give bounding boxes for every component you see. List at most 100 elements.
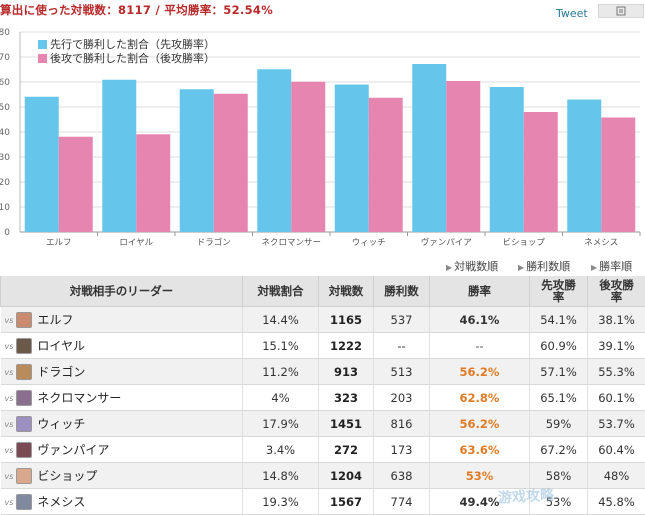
- second-rate-cell: 60.4%: [588, 437, 645, 463]
- x-tick-label: ビショップ: [502, 238, 545, 248]
- wins-cell: 774: [374, 489, 430, 515]
- sort-by-wins-link[interactable]: ▶勝利数順: [518, 258, 570, 274]
- matches-cell: 1222: [319, 333, 374, 359]
- y-tick-label: 70: [0, 53, 10, 63]
- col-header-wins[interactable]: 勝利数: [374, 276, 430, 307]
- bar-first: [180, 89, 214, 232]
- rate-cell: 56.2%: [430, 411, 530, 437]
- x-tick-label: ネクロマンサー: [261, 238, 321, 248]
- col-header-second-rate[interactable]: 後攻勝率: [588, 276, 645, 307]
- sort-by-rate-link[interactable]: ▶勝率順: [591, 258, 632, 274]
- y-tick-label: 40: [0, 128, 10, 138]
- share-button[interactable]: [598, 4, 644, 18]
- col-header-rate[interactable]: 勝率: [430, 276, 530, 307]
- wins-cell: 513: [374, 359, 430, 385]
- leader-avatar-icon: [16, 364, 32, 380]
- bar-first: [412, 64, 446, 232]
- bar-second: [524, 112, 558, 232]
- leader-name: ネクロマンサー: [37, 391, 121, 405]
- bar-chart: 01020304050607080エルフロイヤルドラゴンネクロマンサーウィッチヴ…: [0, 22, 645, 254]
- triangle-right-icon: ▶: [591, 263, 597, 272]
- y-tick-label: 80: [0, 28, 10, 38]
- sort-by-matches-link[interactable]: ▶対戦数順: [446, 258, 498, 274]
- rate-cell: 46.1%: [430, 307, 530, 333]
- share-icon: [616, 6, 626, 16]
- sort-label: 勝率順: [599, 260, 632, 273]
- col-header-leader[interactable]: 対戦相手のリーダー: [1, 276, 243, 307]
- y-tick-label: 0: [4, 228, 10, 238]
- matches-cell: 913: [319, 359, 374, 385]
- leader-avatar-icon: [16, 390, 32, 406]
- x-tick-label: ウィッチ: [352, 238, 386, 248]
- wins-cell: 203: [374, 385, 430, 411]
- share-cell: 14.4%: [243, 307, 319, 333]
- vs-label: vs: [5, 472, 14, 481]
- bar-second: [601, 118, 635, 233]
- share-cell: 4%: [243, 385, 319, 411]
- y-tick-label: 20: [0, 178, 10, 188]
- legend-label: 後攻で勝利した割合（後攻勝率）: [50, 51, 215, 65]
- vs-label: vs: [5, 394, 14, 403]
- vs-label: vs: [5, 446, 14, 455]
- leader-cell[interactable]: vs ロイヤル: [1, 333, 243, 359]
- first-rate-cell: 59%: [530, 411, 588, 437]
- sort-label: 勝利数順: [526, 260, 570, 273]
- leader-name: ウィッチ: [37, 417, 85, 431]
- wins-cell: --: [374, 333, 430, 359]
- sort-bar: ▶対戦数順 ▶勝利数順 ▶勝率順: [0, 256, 645, 274]
- col-header-first-rate[interactable]: 先攻勝率: [530, 276, 588, 307]
- triangle-right-icon: ▶: [446, 263, 452, 272]
- bar-first: [567, 100, 601, 233]
- first-rate-cell: 65.1%: [530, 385, 588, 411]
- rate-cell: 49.4%: [430, 489, 530, 515]
- bar-second: [136, 134, 170, 232]
- y-tick-label: 60: [0, 78, 10, 88]
- leader-cell[interactable]: vs ネクロマンサー: [1, 385, 243, 411]
- rate-cell: 62.8%: [430, 385, 530, 411]
- first-rate-cell: 54.1%: [530, 307, 588, 333]
- share-cell: 11.2%: [243, 359, 319, 385]
- y-tick-label: 10: [0, 203, 10, 213]
- col-header-share[interactable]: 対戦割合: [243, 276, 319, 307]
- second-rate-cell: 53.7%: [588, 411, 645, 437]
- x-tick-label: ヴァンパイア: [421, 237, 472, 248]
- share-cell: 3.4%: [243, 437, 319, 463]
- col-header-matches[interactable]: 対戦数: [319, 276, 374, 307]
- share-cell: 15.1%: [243, 333, 319, 359]
- matches-cell: 1567: [319, 489, 374, 515]
- y-tick-label: 50: [0, 103, 10, 113]
- matches-cell: 1451: [319, 411, 374, 437]
- vs-label: vs: [5, 368, 14, 377]
- leader-name: ロイヤル: [37, 339, 85, 353]
- bar-second: [214, 94, 248, 232]
- second-rate-cell: 60.1%: [588, 385, 645, 411]
- matches-cell: 1165: [319, 307, 374, 333]
- table-header-row: 対戦相手のリーダー 対戦割合 対戦数 勝利数 勝率 先攻勝率 後攻勝率: [1, 276, 645, 307]
- y-tick-label: 30: [0, 153, 10, 163]
- leader-name: ネメシス: [37, 495, 85, 509]
- wins-cell: 537: [374, 307, 430, 333]
- bar-first: [25, 97, 59, 232]
- tweet-link[interactable]: Tweet: [556, 7, 588, 20]
- bar-first: [490, 87, 524, 232]
- second-rate-cell: 38.1%: [588, 307, 645, 333]
- leader-avatar-icon: [16, 468, 32, 484]
- vs-label: vs: [5, 342, 14, 351]
- bar-second: [291, 82, 325, 232]
- first-rate-cell: 57.1%: [530, 359, 588, 385]
- wins-cell: 816: [374, 411, 430, 437]
- bar-second: [59, 137, 93, 232]
- leader-avatar-icon: [16, 312, 32, 328]
